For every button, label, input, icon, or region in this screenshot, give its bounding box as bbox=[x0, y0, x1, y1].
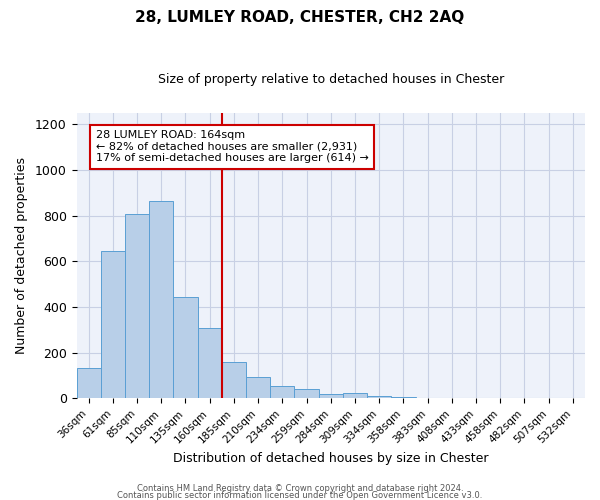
Text: Contains public sector information licensed under the Open Government Licence v3: Contains public sector information licen… bbox=[118, 490, 482, 500]
Bar bbox=[295, 389, 319, 398]
Bar bbox=[101, 251, 125, 398]
Bar bbox=[173, 297, 197, 398]
Text: 28 LUMLEY ROAD: 164sqm
← 82% of detached houses are smaller (2,931)
17% of semi-: 28 LUMLEY ROAD: 164sqm ← 82% of detached… bbox=[96, 130, 369, 164]
Text: 28, LUMLEY ROAD, CHESTER, CH2 2AQ: 28, LUMLEY ROAD, CHESTER, CH2 2AQ bbox=[136, 10, 464, 25]
Bar bbox=[222, 362, 246, 399]
Title: Size of property relative to detached houses in Chester: Size of property relative to detached ho… bbox=[158, 72, 504, 86]
Bar bbox=[343, 394, 367, 398]
Bar bbox=[319, 394, 343, 398]
Text: Contains HM Land Registry data © Crown copyright and database right 2024.: Contains HM Land Registry data © Crown c… bbox=[137, 484, 463, 493]
Bar bbox=[270, 386, 295, 398]
X-axis label: Distribution of detached houses by size in Chester: Distribution of detached houses by size … bbox=[173, 452, 488, 465]
Bar bbox=[367, 396, 391, 398]
Y-axis label: Number of detached properties: Number of detached properties bbox=[15, 158, 28, 354]
Bar bbox=[246, 377, 270, 398]
Bar bbox=[125, 214, 149, 398]
Bar bbox=[197, 328, 222, 398]
Bar bbox=[77, 368, 101, 398]
Bar bbox=[149, 201, 173, 398]
